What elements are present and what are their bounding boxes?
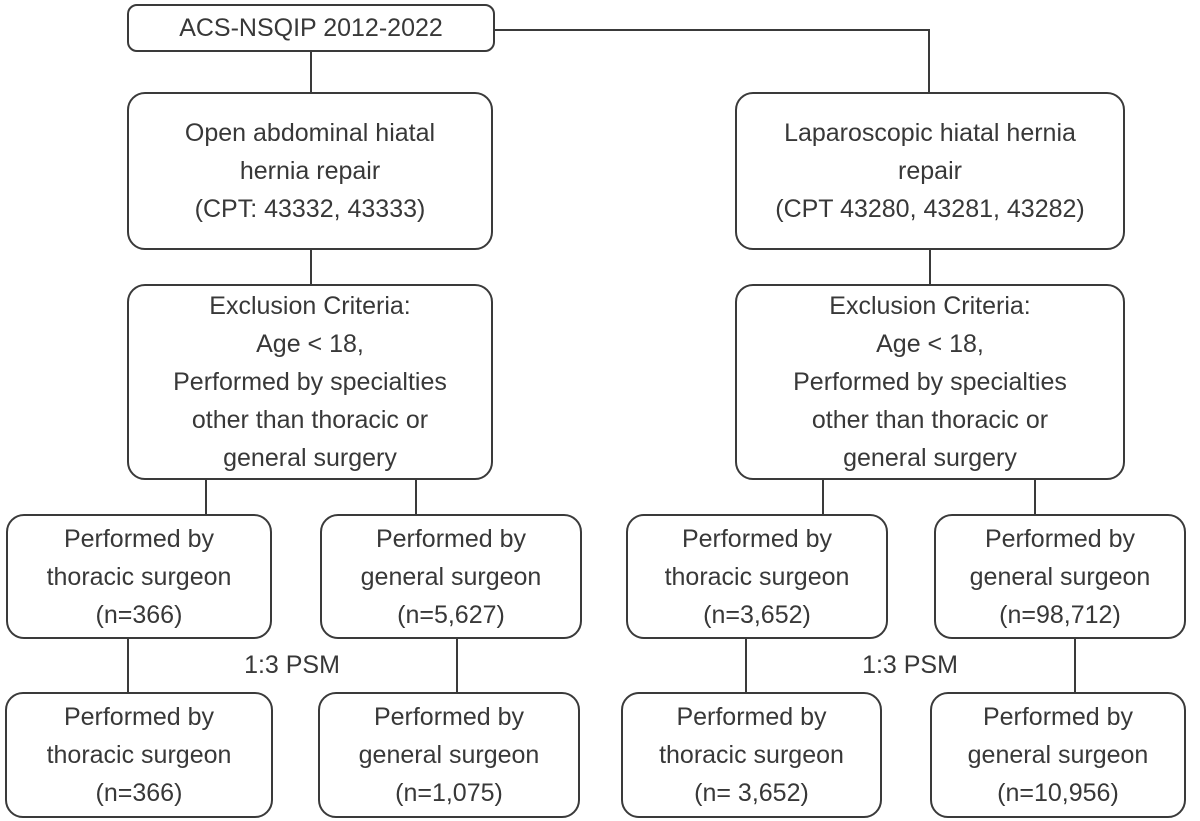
node-lap-repair: Laparoscopic hiatal hernia repair (CPT 4… bbox=[735, 92, 1125, 250]
node-exclusion-open: Exclusion Criteria: Age < 18, Performed … bbox=[127, 284, 493, 480]
node-lap-general: Performed by general surgeon (n=98,712) bbox=[934, 514, 1186, 639]
psm-label-lap: 1:3 PSM bbox=[862, 651, 958, 679]
node-open-thoracic: Performed by thoracic surgeon (n=366) bbox=[6, 514, 272, 639]
node-open-general-matched: Performed by general surgeon (n=1,075) bbox=[318, 692, 580, 818]
psm-label-open: 1:3 PSM bbox=[244, 651, 340, 679]
node-lap-thoracic: Performed by thoracic surgeon (n=3,652) bbox=[626, 514, 888, 639]
node-lap-general-matched: Performed by general surgeon (n=10,956) bbox=[930, 692, 1186, 818]
node-acs-nsqip: ACS-NSQIP 2012-2022 bbox=[127, 4, 495, 52]
node-lap-thoracic-matched: Performed by thoracic surgeon (n= 3,652) bbox=[621, 692, 882, 818]
node-exclusion-lap: Exclusion Criteria: Age < 18, Performed … bbox=[735, 284, 1125, 480]
node-open-general: Performed by general surgeon (n=5,627) bbox=[320, 514, 582, 639]
node-open-repair: Open abdominal hiatal hernia repair (CPT… bbox=[127, 92, 493, 250]
node-open-thoracic-matched: Performed by thoracic surgeon (n=366) bbox=[5, 692, 273, 818]
